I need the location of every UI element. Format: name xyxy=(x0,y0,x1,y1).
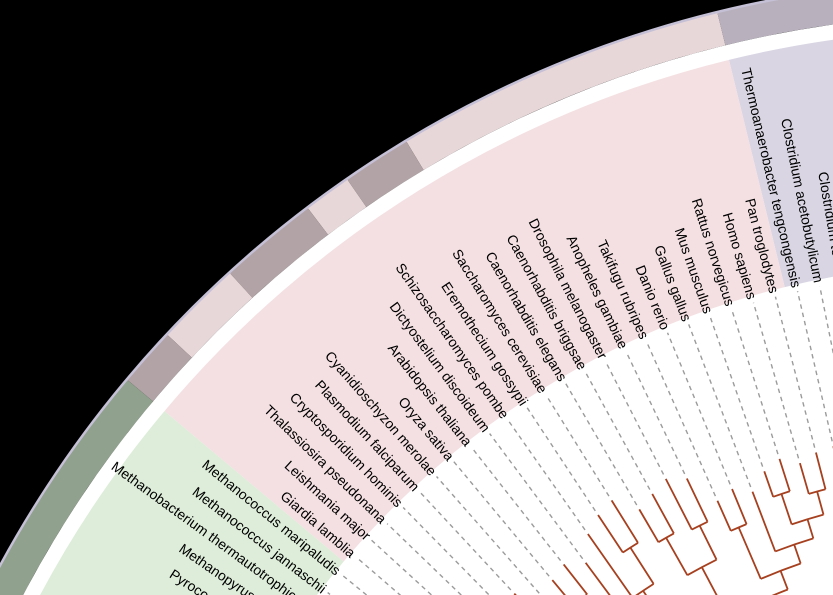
tree-branch[interactable] xyxy=(799,462,810,495)
guide-line xyxy=(752,302,800,459)
tree-branch[interactable] xyxy=(701,566,728,595)
tree-branch[interactable] xyxy=(774,537,814,553)
tree-branch[interactable] xyxy=(638,508,660,543)
guide-line xyxy=(470,446,562,561)
guide-line xyxy=(666,332,731,485)
tree-branch[interactable] xyxy=(610,499,639,544)
tree-branch[interactable] xyxy=(728,588,789,595)
guide-line xyxy=(645,341,717,497)
tree-branch[interactable] xyxy=(665,537,689,576)
domain-band-eukaryota xyxy=(164,59,785,562)
guide-line xyxy=(355,556,402,595)
tree-branch[interactable] xyxy=(573,593,588,595)
ring-segment xyxy=(406,13,726,170)
domain-band-archaea xyxy=(40,411,344,595)
species-labels: Clostridium tetaniClostridium acetobutyl… xyxy=(109,66,833,595)
guide-line xyxy=(774,296,816,448)
tree-branch[interactable] xyxy=(816,491,825,515)
guide-line xyxy=(545,394,610,497)
domain-band-bacteria xyxy=(728,39,833,288)
tree-branch[interactable] xyxy=(716,500,732,532)
guide-line xyxy=(341,574,368,595)
tree-branch[interactable] xyxy=(633,583,655,595)
guide-line xyxy=(564,382,638,506)
tree-branch[interactable] xyxy=(779,570,789,590)
guide-lines xyxy=(327,286,833,595)
tree-branch[interactable] xyxy=(686,478,709,523)
ring-segment xyxy=(167,273,253,358)
guide-line xyxy=(604,361,665,475)
guide-line xyxy=(688,324,752,488)
tree-branch[interactable] xyxy=(806,519,815,539)
guide-line xyxy=(819,286,833,356)
tree-branch[interactable] xyxy=(778,458,791,492)
tree-branch[interactable] xyxy=(562,563,588,595)
domain-bands xyxy=(40,39,833,595)
tree-branch[interactable] xyxy=(629,547,655,585)
guide-line xyxy=(386,523,463,595)
ring-segment xyxy=(230,208,329,298)
tree-branch[interactable] xyxy=(751,491,777,552)
tree-branch[interactable] xyxy=(793,544,802,564)
tree-branch[interactable] xyxy=(737,527,762,580)
guide-line xyxy=(489,433,584,560)
tree-branch[interactable] xyxy=(815,452,827,490)
ring-segment xyxy=(127,335,192,402)
tree-branches xyxy=(513,446,833,595)
guide-line xyxy=(402,506,491,595)
ring-segment xyxy=(717,0,833,46)
ring-segment xyxy=(347,141,424,207)
tree-branch[interactable] xyxy=(780,493,793,525)
guide-line xyxy=(796,291,833,442)
tree-branch[interactable] xyxy=(584,562,683,595)
guide-line xyxy=(526,407,596,512)
guide-line xyxy=(625,351,686,475)
guide-line xyxy=(709,316,764,467)
ring-segment xyxy=(0,380,153,595)
tree-branch[interactable] xyxy=(772,490,791,498)
tree-branch[interactable] xyxy=(731,488,748,525)
tree-branch[interactable] xyxy=(597,514,624,554)
tree-branch[interactable] xyxy=(651,493,675,534)
tree-branch[interactable] xyxy=(698,525,718,561)
tree-branch[interactable] xyxy=(664,478,693,531)
guide-line xyxy=(507,419,586,531)
guide-line xyxy=(419,491,512,591)
ring-segment xyxy=(308,179,367,235)
tree-branch[interactable] xyxy=(551,579,573,595)
guide-line xyxy=(436,476,542,595)
tree-branch[interactable] xyxy=(587,533,633,595)
tree-branch[interactable] xyxy=(763,471,775,498)
guide-line xyxy=(584,371,651,490)
